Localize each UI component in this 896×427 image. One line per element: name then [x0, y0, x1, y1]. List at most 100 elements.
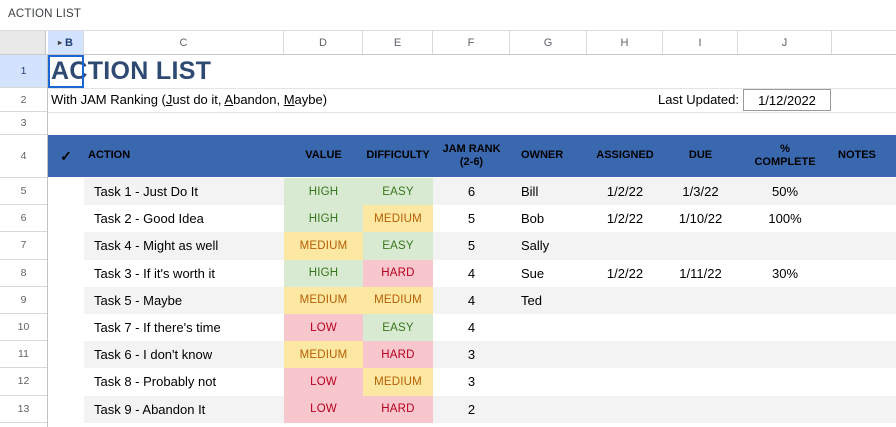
select-all-corner[interactable]: [0, 31, 46, 54]
due-cell[interactable]: [663, 314, 738, 341]
row-header-10[interactable]: 10: [0, 313, 47, 342]
column-header-b[interactable]: ▸ B: [48, 31, 84, 54]
row-header-3[interactable]: 3: [0, 112, 47, 135]
column-header-i[interactable]: I: [663, 31, 738, 54]
row-b-cell[interactable]: [48, 259, 84, 287]
header-percent-complete[interactable]: % COMPLETE: [738, 135, 832, 177]
subtitle-cell[interactable]: With JAM Ranking (Just do it, Abandon, M…: [51, 92, 327, 107]
header-owner[interactable]: OWNER: [521, 149, 564, 162]
action-cell[interactable]: Task 5 - Maybe: [94, 292, 183, 308]
row-b-cell[interactable]: [48, 286, 84, 314]
header-check-cell[interactable]: ✓: [48, 135, 84, 177]
column-header-e[interactable]: E: [363, 31, 433, 54]
due-cell[interactable]: [663, 396, 738, 423]
last-updated-date-cell[interactable]: 1/12/2022: [743, 89, 831, 111]
active-cell-selection[interactable]: [48, 55, 84, 88]
notes-cell[interactable]: [832, 314, 896, 341]
owner-cell[interactable]: [510, 368, 587, 395]
row-header-11[interactable]: 11: [0, 341, 47, 369]
value-cell[interactable]: MEDIUM: [284, 232, 363, 260]
value-cell[interactable]: LOW: [284, 313, 363, 342]
difficulty-cell[interactable]: MEDIUM: [363, 286, 433, 314]
unhide-column-icon[interactable]: ▸: [58, 37, 63, 47]
notes-cell[interactable]: [832, 368, 896, 395]
difficulty-cell[interactable]: MEDIUM: [363, 205, 433, 233]
value-cell[interactable]: MEDIUM: [284, 286, 363, 314]
assigned-cell[interactable]: [587, 396, 663, 423]
jam-rank-cell[interactable]: 6: [467, 184, 476, 200]
row-header-4[interactable]: 4: [0, 135, 47, 178]
due-cell[interactable]: 1/10/22: [678, 211, 723, 227]
header-notes[interactable]: NOTES: [838, 149, 876, 162]
percent-complete-cell[interactable]: [738, 314, 832, 341]
header-difficulty[interactable]: DIFFICULTY: [366, 149, 430, 162]
percent-complete-cell[interactable]: [738, 368, 832, 395]
percent-complete-cell[interactable]: 30%: [771, 265, 799, 281]
action-cell[interactable]: Task 7 - If there's time: [94, 320, 221, 336]
row-header-8[interactable]: 8: [0, 259, 47, 287]
assigned-cell[interactable]: [587, 341, 663, 368]
assigned-cell[interactable]: [587, 232, 663, 259]
due-cell[interactable]: [663, 287, 738, 314]
owner-cell[interactable]: Ted: [521, 292, 542, 308]
header-action[interactable]: ACTION: [88, 149, 131, 162]
owner-cell[interactable]: Sally: [521, 238, 550, 254]
action-cell[interactable]: Task 4 - Might as well: [94, 238, 219, 254]
percent-complete-cell[interactable]: 100%: [768, 211, 802, 227]
row-b-cell[interactable]: [48, 313, 84, 342]
percent-complete-cell[interactable]: [738, 287, 832, 314]
difficulty-cell[interactable]: EASY: [363, 232, 433, 260]
value-cell[interactable]: MEDIUM: [284, 341, 363, 369]
header-due[interactable]: DUE: [688, 149, 713, 162]
row-header-9[interactable]: 9: [0, 286, 47, 314]
due-cell[interactable]: 1/3/22: [682, 184, 719, 200]
assigned-cell[interactable]: 1/2/22: [606, 184, 644, 200]
column-header-d[interactable]: D: [284, 31, 363, 54]
assigned-cell[interactable]: [587, 314, 663, 341]
value-cell[interactable]: LOW: [284, 368, 363, 396]
assigned-cell[interactable]: 1/2/22: [606, 265, 644, 281]
difficulty-cell[interactable]: EASY: [363, 178, 433, 206]
action-cell[interactable]: Task 3 - If it's worth it: [94, 265, 215, 281]
jam-rank-cell[interactable]: 5: [467, 238, 476, 254]
percent-complete-cell[interactable]: 50%: [771, 184, 799, 200]
owner-cell[interactable]: [510, 396, 587, 423]
percent-complete-cell[interactable]: [738, 396, 832, 423]
notes-cell[interactable]: [832, 341, 896, 368]
value-cell[interactable]: HIGH: [284, 259, 363, 287]
action-cell[interactable]: Task 1 - Just Do It: [94, 184, 199, 200]
due-cell[interactable]: [663, 341, 738, 368]
due-cell[interactable]: 1/11/22: [679, 265, 722, 281]
value-cell[interactable]: LOW: [284, 395, 363, 423]
difficulty-cell[interactable]: MEDIUM: [363, 368, 433, 396]
column-header-c[interactable]: C: [84, 31, 284, 54]
row-header-2[interactable]: 2: [0, 88, 47, 112]
row-b-cell[interactable]: [48, 395, 84, 423]
owner-cell[interactable]: [510, 341, 587, 368]
jam-rank-cell[interactable]: 4: [467, 265, 476, 281]
column-header-g[interactable]: G: [510, 31, 587, 54]
action-cell[interactable]: Task 9 - Abandon It: [94, 401, 206, 417]
header-value[interactable]: VALUE: [305, 149, 342, 162]
header-assigned[interactable]: ASSIGNED: [596, 149, 654, 162]
notes-cell[interactable]: [832, 287, 896, 314]
percent-complete-cell[interactable]: [738, 341, 832, 368]
row-header-6[interactable]: 6: [0, 205, 47, 233]
row-b-cell[interactable]: [48, 341, 84, 369]
column-header-j[interactable]: J: [738, 31, 832, 54]
due-cell[interactable]: [663, 232, 738, 259]
assigned-cell[interactable]: [587, 287, 663, 314]
column-header-h[interactable]: H: [587, 31, 663, 54]
assigned-cell[interactable]: [587, 368, 663, 395]
owner-cell[interactable]: Sue: [521, 265, 545, 281]
jam-rank-cell[interactable]: 5: [467, 211, 476, 227]
row-b-cell[interactable]: [48, 368, 84, 396]
row-b-cell[interactable]: [48, 232, 84, 260]
column-header-k[interactable]: [832, 31, 896, 54]
header-jam-rank[interactable]: JAM RANK (2-6): [433, 135, 510, 177]
due-cell[interactable]: [663, 368, 738, 395]
owner-cell[interactable]: Bill: [521, 184, 539, 200]
owner-cell[interactable]: Bob: [521, 211, 545, 227]
action-cell[interactable]: Task 2 - Good Idea: [94, 211, 204, 227]
action-cell[interactable]: Task 8 - Probably not: [94, 374, 217, 390]
